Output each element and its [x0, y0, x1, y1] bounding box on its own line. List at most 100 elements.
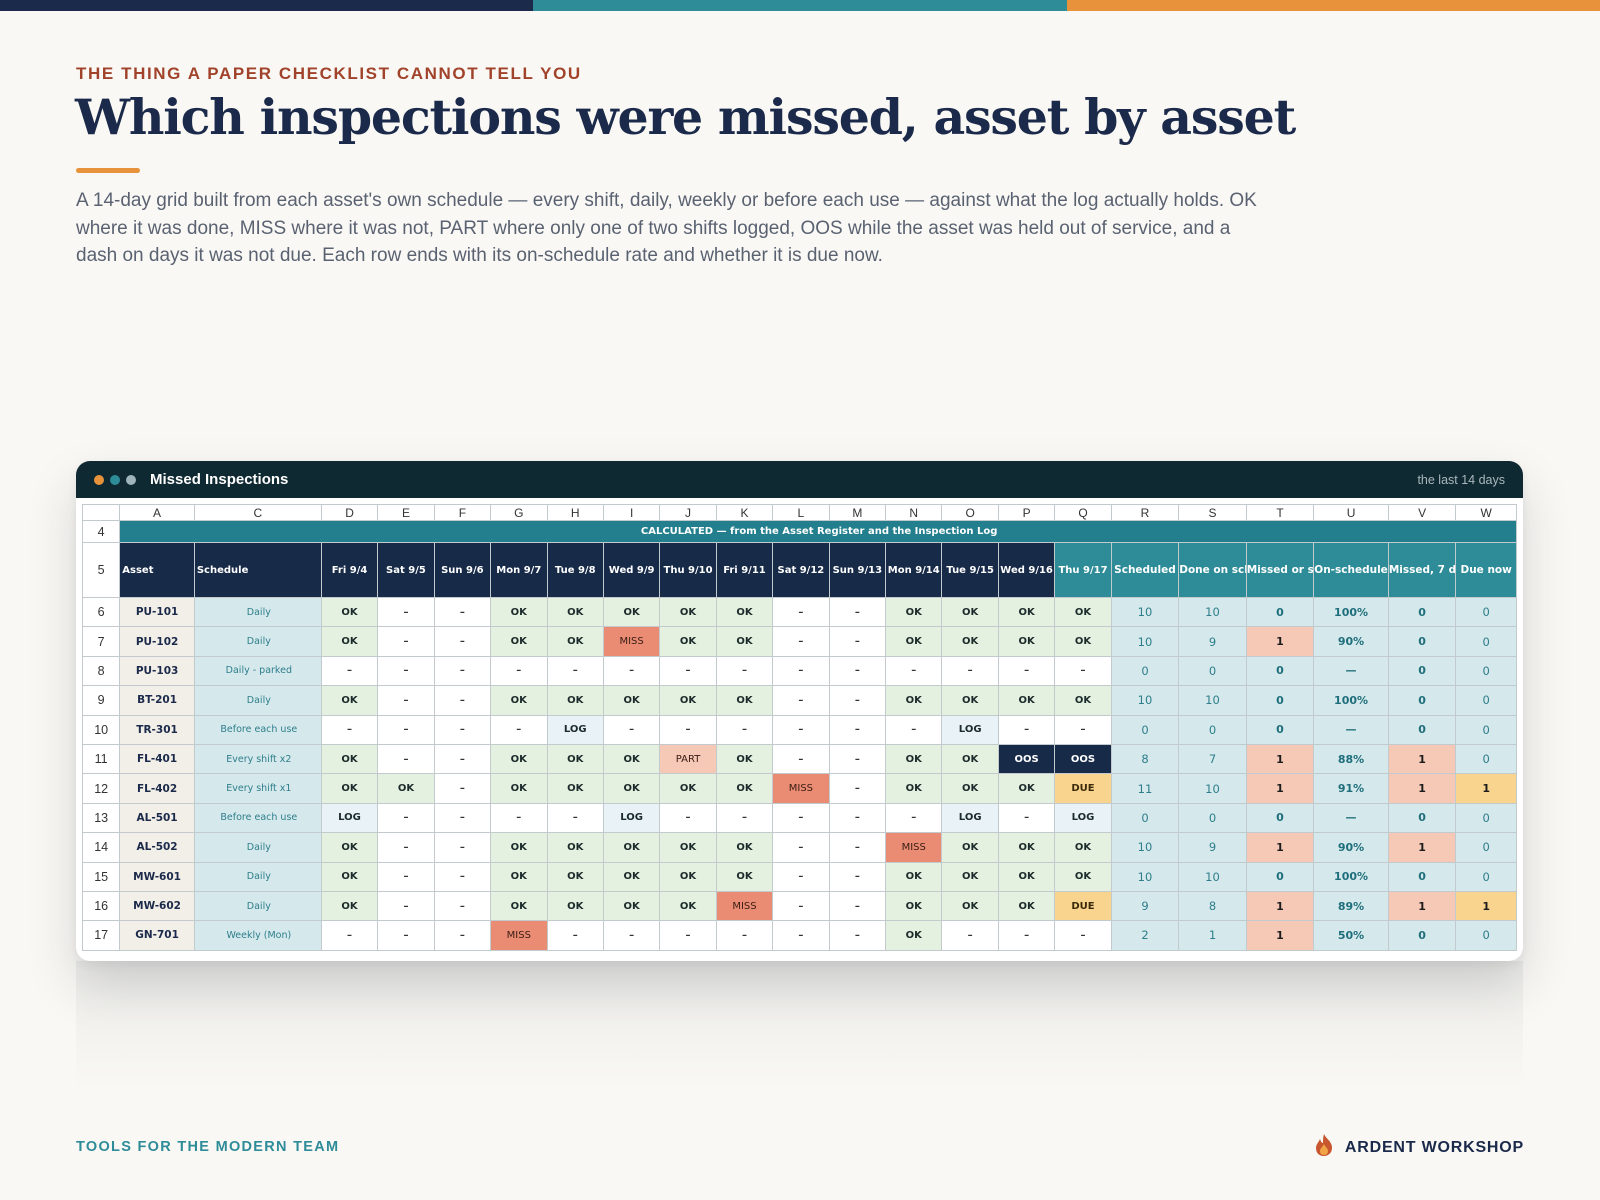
- day-status-cell[interactable]: OK: [885, 861, 943, 892]
- day-status-cell[interactable]: OK: [1054, 685, 1112, 716]
- row-number[interactable]: 10: [81, 714, 121, 745]
- day-status-cell[interactable]: OOS: [1054, 743, 1112, 775]
- day-status-cell[interactable]: OK: [320, 743, 379, 775]
- header-metric[interactable]: On-schedule rate: [1313, 542, 1389, 598]
- day-status-cell[interactable]: –: [828, 714, 887, 745]
- day-status-cell[interactable]: OK: [546, 832, 604, 863]
- day-status-cell[interactable]: OK: [941, 890, 999, 922]
- column-header[interactable]: W: [1455, 504, 1517, 521]
- metric-cell[interactable]: 100%: [1313, 861, 1389, 892]
- day-status-cell[interactable]: MISS: [490, 920, 548, 951]
- metric-cell[interactable]: 0: [1178, 714, 1247, 745]
- day-status-cell[interactable]: –: [772, 861, 830, 892]
- metric-cell[interactable]: 0: [1110, 802, 1180, 834]
- day-status-cell[interactable]: –: [997, 714, 1056, 745]
- header-day[interactable]: Sat 9/5: [377, 542, 435, 598]
- metric-cell[interactable]: 10: [1110, 861, 1180, 892]
- metric-cell[interactable]: 0: [1245, 596, 1315, 628]
- day-status-cell[interactable]: –: [1054, 920, 1112, 951]
- asset-cell[interactable]: MW-602: [119, 890, 195, 922]
- row-number[interactable]: 15: [81, 861, 121, 892]
- day-status-cell[interactable]: –: [377, 685, 435, 716]
- column-header[interactable]: A: [119, 504, 195, 521]
- day-status-cell[interactable]: –: [433, 890, 492, 922]
- asset-cell[interactable]: BT-201: [119, 685, 195, 716]
- day-status-cell[interactable]: MISS: [885, 832, 943, 863]
- metric-cell[interactable]: —: [1313, 714, 1389, 745]
- metric-cell[interactable]: —: [1313, 655, 1389, 687]
- asset-cell[interactable]: PU-101: [119, 596, 195, 628]
- metric-cell[interactable]: 0: [1110, 714, 1180, 745]
- column-header[interactable]: Q: [1054, 504, 1112, 521]
- day-status-cell[interactable]: OK: [1054, 832, 1112, 863]
- day-status-cell[interactable]: OK: [885, 596, 943, 628]
- day-status-cell[interactable]: –: [546, 920, 604, 951]
- asset-cell[interactable]: PU-102: [119, 626, 195, 657]
- metric-cell[interactable]: 1: [1178, 920, 1247, 951]
- row-number[interactable]: 5: [81, 542, 121, 598]
- metric-cell[interactable]: 0: [1387, 655, 1457, 687]
- day-status-cell[interactable]: OK: [659, 626, 717, 657]
- day-status-cell[interactable]: OK: [490, 861, 548, 892]
- header-metric[interactable]: Missed or short: [1245, 542, 1315, 598]
- day-status-cell[interactable]: –: [377, 714, 435, 745]
- metric-cell[interactable]: 0: [1455, 685, 1517, 716]
- day-status-cell[interactable]: OK: [546, 596, 604, 628]
- day-status-cell[interactable]: –: [885, 802, 943, 834]
- day-status-cell[interactable]: OK: [659, 773, 717, 804]
- metric-cell[interactable]: 0: [1455, 714, 1517, 745]
- day-status-cell[interactable]: OK: [602, 773, 661, 804]
- asset-cell[interactable]: MW-601: [119, 861, 195, 892]
- metric-cell[interactable]: 50%: [1313, 920, 1389, 951]
- day-status-cell[interactable]: –: [772, 832, 830, 863]
- day-status-cell[interactable]: OK: [659, 685, 717, 716]
- day-status-cell[interactable]: OK: [941, 743, 999, 775]
- day-status-cell[interactable]: –: [828, 920, 887, 951]
- metric-cell[interactable]: 0: [1245, 685, 1315, 716]
- metric-cell[interactable]: 1: [1455, 773, 1517, 804]
- day-status-cell[interactable]: OK: [659, 890, 717, 922]
- day-status-cell[interactable]: DUE: [1054, 890, 1112, 922]
- metric-cell[interactable]: 100%: [1313, 685, 1389, 716]
- day-status-cell[interactable]: OK: [490, 773, 548, 804]
- day-status-cell[interactable]: –: [715, 714, 774, 745]
- day-status-cell[interactable]: –: [997, 920, 1056, 951]
- day-status-cell[interactable]: –: [828, 773, 887, 804]
- header-day[interactable]: Wed 9/16: [997, 542, 1056, 598]
- metric-cell[interactable]: 1: [1387, 743, 1457, 775]
- asset-cell[interactable]: AL-502: [119, 832, 195, 863]
- metric-cell[interactable]: 10: [1178, 773, 1247, 804]
- asset-cell[interactable]: FL-401: [119, 743, 195, 775]
- day-status-cell[interactable]: –: [433, 685, 492, 716]
- column-header[interactable]: U: [1313, 504, 1389, 521]
- day-status-cell[interactable]: LOG: [546, 714, 604, 745]
- day-status-cell[interactable]: OK: [490, 685, 548, 716]
- day-status-cell[interactable]: OK: [941, 685, 999, 716]
- metric-cell[interactable]: 1: [1245, 743, 1315, 775]
- day-status-cell[interactable]: OK: [997, 773, 1056, 804]
- day-status-cell[interactable]: LOG: [320, 802, 379, 834]
- day-status-cell[interactable]: OK: [885, 773, 943, 804]
- column-header[interactable]: M: [828, 504, 887, 521]
- day-status-cell[interactable]: –: [659, 714, 717, 745]
- metric-cell[interactable]: 1: [1387, 773, 1457, 804]
- day-status-cell[interactable]: –: [772, 655, 830, 687]
- header-metric[interactable]: Done on schedule: [1178, 542, 1247, 598]
- day-status-cell[interactable]: –: [433, 773, 492, 804]
- header-day-today[interactable]: Thu 9/17: [1054, 542, 1112, 598]
- header-day[interactable]: Thu 9/10: [659, 542, 717, 598]
- day-status-cell[interactable]: –: [941, 655, 999, 687]
- day-status-cell[interactable]: –: [715, 655, 774, 687]
- day-status-cell[interactable]: OK: [997, 861, 1056, 892]
- day-status-cell[interactable]: OK: [490, 832, 548, 863]
- day-status-cell[interactable]: OK: [885, 626, 943, 657]
- column-header[interactable]: L: [772, 504, 830, 521]
- schedule-cell[interactable]: Daily - parked: [193, 655, 322, 687]
- select-all-corner[interactable]: [81, 504, 121, 521]
- header-schedule[interactable]: Schedule: [193, 542, 322, 598]
- day-status-cell[interactable]: –: [828, 861, 887, 892]
- header-day[interactable]: Mon 9/14: [885, 542, 943, 598]
- metric-cell[interactable]: 1: [1245, 920, 1315, 951]
- metric-cell[interactable]: 0: [1110, 655, 1180, 687]
- column-header[interactable]: D: [320, 504, 379, 521]
